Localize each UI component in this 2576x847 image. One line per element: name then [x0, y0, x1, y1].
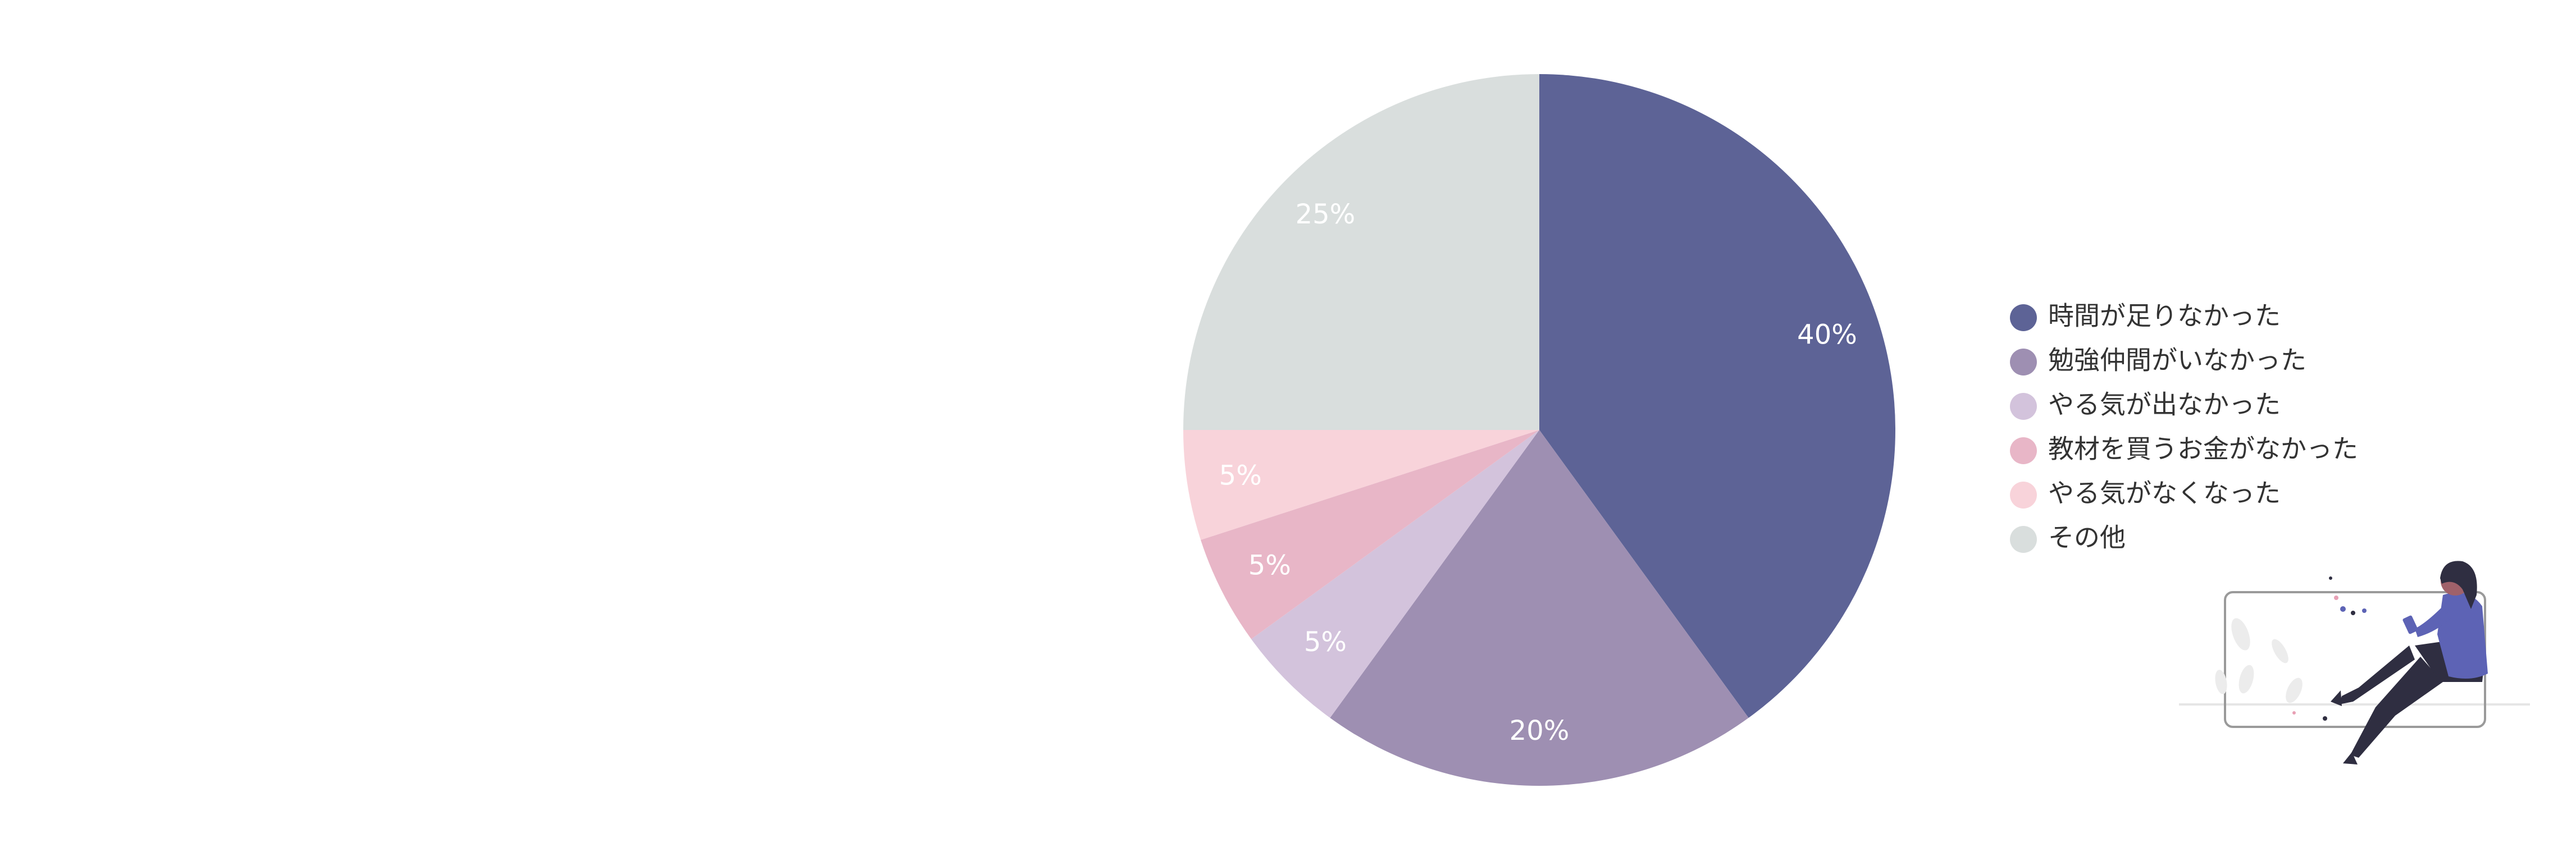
legend-label: やる気がなくなった: [2048, 478, 2281, 509]
slice-value-label: 5%: [1248, 550, 1291, 582]
legend-marker: [2010, 393, 2037, 420]
legend-item: 勉強仲間がいなかった: [2010, 345, 2306, 376]
legend-marker: [2010, 526, 2037, 553]
legend-item: 教材を買うお金がなかった: [2010, 434, 2358, 464]
legend-item: 時間が足りなかった: [2010, 301, 2281, 331]
legend-marker: [2010, 349, 2037, 376]
legend-label: 勉強仲間がいなかった: [2048, 345, 2306, 376]
slice-value-label: 5%: [1304, 626, 1347, 658]
legend-marker: [2010, 437, 2037, 464]
pie-slice: [1251, 430, 1539, 718]
legend-item: やる気が出なかった: [2010, 390, 2281, 420]
person-sitting-with-phone-illustration: [2179, 561, 2530, 764]
pie-slices: [1183, 74, 1895, 786]
pie-slice: [1183, 74, 1539, 430]
legend-label: 教材を買うお金がなかった: [2048, 434, 2358, 464]
slice-labels: 40% 20% 5% 5% 5% 25%: [1219, 199, 1857, 747]
legend-item: その他: [2010, 523, 2126, 553]
slice-value-label: 20%: [1510, 715, 1570, 747]
pie-slice: [1330, 430, 1749, 786]
legend-label: やる気が出なかった: [2048, 390, 2281, 420]
slice-value-label: 5%: [1219, 460, 1262, 491]
pie-slice: [1183, 430, 1539, 540]
pie-slice: [1201, 430, 1539, 639]
slice-value-label: 25%: [1296, 199, 1356, 230]
slice-value-label: 40%: [1797, 319, 1857, 350]
pie-slice: [1539, 74, 1895, 718]
legend-label: 時間が足りなかった: [2048, 301, 2281, 331]
legend-marker: [2010, 482, 2037, 509]
legend-label: その他: [2048, 523, 2126, 553]
legend-marker: [2010, 304, 2037, 331]
legend-item: やる気がなくなった: [2010, 478, 2281, 509]
legend: 時間が足りなかった勉強仲間がいなかったやる気が出なかった教材を買うお金がなかった…: [2010, 301, 2358, 553]
